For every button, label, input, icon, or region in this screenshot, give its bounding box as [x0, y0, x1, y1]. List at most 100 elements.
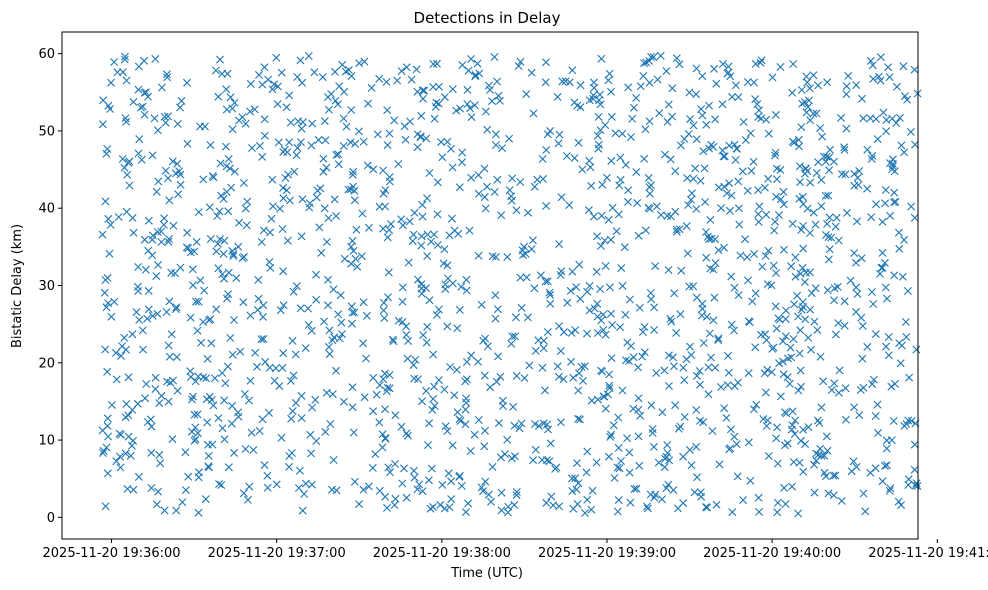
detection-point [799, 244, 808, 253]
detection-point [495, 96, 504, 105]
detection-point [429, 83, 438, 91]
detection-point [493, 305, 502, 314]
detection-point [447, 144, 455, 153]
detection-point [773, 423, 781, 432]
detection-point [720, 243, 728, 252]
detection-point [910, 465, 919, 474]
detection-point [372, 390, 381, 399]
detection-point [607, 430, 616, 439]
detection-point [477, 483, 486, 492]
detection-point [398, 297, 407, 306]
detection-point [685, 445, 694, 454]
detection-point [546, 126, 555, 135]
detection-point [381, 492, 390, 501]
detection-point [510, 332, 519, 341]
detection-point [383, 233, 392, 242]
detection-point [322, 238, 331, 246]
detection-point [503, 435, 512, 444]
detection-point [402, 493, 411, 502]
detection-point [429, 394, 438, 403]
detection-point [417, 289, 426, 298]
detection-point [383, 141, 392, 150]
detection-point [601, 330, 610, 339]
detection-point [385, 371, 394, 379]
detection-point [830, 379, 839, 388]
detection-point [134, 85, 143, 94]
detection-point [107, 78, 115, 87]
detection-point [154, 177, 163, 186]
detection-point [534, 421, 543, 430]
detection-point [327, 90, 336, 98]
detection-point [440, 504, 449, 513]
detection-point [172, 303, 181, 312]
detection-point [240, 253, 249, 261]
detection-point [293, 73, 302, 81]
detection-point [271, 364, 280, 373]
detection-point [866, 468, 875, 477]
detection-point [259, 335, 268, 343]
detection-point [577, 362, 586, 371]
detection-point [575, 369, 584, 378]
detection-point [685, 282, 694, 291]
detection-point [342, 122, 351, 131]
detection-point [542, 201, 551, 210]
detection-point [770, 226, 779, 235]
detection-point [888, 165, 897, 174]
detection-point [118, 155, 127, 163]
detection-point [246, 107, 255, 116]
detection-point [218, 369, 227, 377]
detection-point [680, 376, 689, 385]
detection-point [403, 354, 412, 363]
detection-point [788, 407, 797, 416]
detection-point [724, 68, 733, 77]
detection-point [101, 345, 110, 354]
detection-point [294, 484, 303, 492]
detection-point [697, 311, 706, 320]
detection-point [566, 286, 575, 295]
detection-point [623, 434, 632, 443]
detection-point [276, 204, 284, 213]
detection-point [455, 415, 464, 424]
detection-point [902, 333, 911, 341]
detection-point [338, 330, 346, 339]
detection-point [705, 144, 714, 153]
detection-point [369, 165, 378, 174]
detection-point [625, 295, 634, 304]
detection-point [187, 427, 196, 436]
detection-point [702, 120, 711, 129]
detection-point [379, 224, 388, 233]
detection-point [781, 332, 790, 341]
detection-point [542, 498, 551, 507]
detection-point [730, 326, 738, 335]
detection-point [458, 148, 467, 157]
detection-point [904, 475, 913, 484]
detection-point [895, 244, 904, 253]
detection-point [483, 125, 492, 134]
detection-point [153, 228, 162, 236]
detection-point [226, 93, 235, 102]
detection-point [666, 212, 675, 221]
detection-point [536, 271, 545, 280]
detection-point [636, 411, 645, 420]
detection-point [578, 165, 587, 174]
detection-point [354, 127, 363, 136]
detection-point [186, 313, 195, 322]
detection-point [491, 252, 500, 261]
detection-point [321, 427, 330, 436]
detection-point [273, 100, 282, 109]
detection-point [483, 342, 492, 351]
detection-point [239, 298, 248, 307]
detection-point [304, 52, 313, 60]
detection-point [640, 59, 649, 68]
detection-point [202, 374, 211, 383]
detection-point [260, 115, 269, 124]
detection-point [589, 91, 598, 100]
detection-point [200, 286, 209, 295]
detection-point [129, 97, 138, 106]
detection-point [224, 268, 233, 277]
detection-point [348, 403, 357, 412]
detection-point [710, 293, 719, 302]
detection-point [799, 200, 808, 209]
detection-point [362, 311, 371, 320]
detection-point [781, 500, 790, 508]
